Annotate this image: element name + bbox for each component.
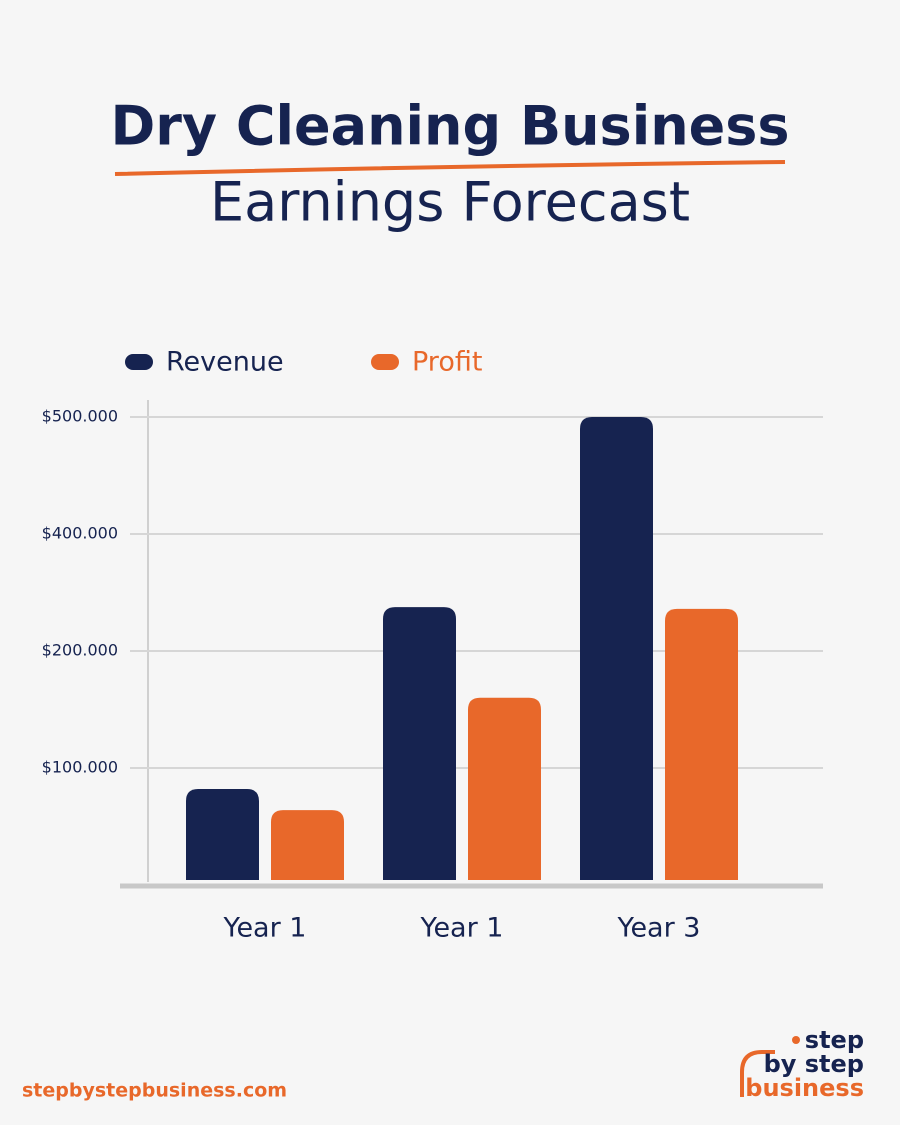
logo-text: by step — [764, 1050, 864, 1078]
bar — [580, 417, 653, 880]
logo-text: business — [745, 1074, 864, 1102]
bar — [271, 810, 344, 880]
footer-url: stepbystepbusiness.com — [22, 1080, 287, 1102]
chart-title: Dry Cleaning Business — [110, 95, 789, 158]
legend-label: Profit — [412, 347, 482, 378]
chart-subtitle: Earnings Forecast — [210, 171, 690, 234]
bar — [665, 608, 738, 880]
y-tick-label: $200.000 — [42, 641, 118, 660]
legend-swatch — [371, 354, 399, 370]
y-tick-label: $400.000 — [42, 524, 118, 543]
legend-swatch — [125, 354, 153, 370]
logo: step by step business — [740, 1026, 864, 1102]
logo-text: step — [805, 1026, 864, 1054]
y-tick-label: $500.000 — [42, 407, 118, 426]
bar — [468, 697, 541, 880]
bar — [383, 607, 456, 880]
bar — [186, 789, 259, 880]
x-tick-label: Year 3 — [617, 913, 701, 944]
x-tick-label: Year 1 — [420, 913, 504, 944]
title-underline — [114, 160, 786, 176]
x-tick-label: Year 1 — [223, 913, 307, 944]
y-tick-label: $100.000 — [42, 758, 118, 777]
logo-dot — [792, 1036, 800, 1044]
legend-label: Revenue — [166, 347, 284, 378]
logo-icon — [740, 1050, 775, 1097]
